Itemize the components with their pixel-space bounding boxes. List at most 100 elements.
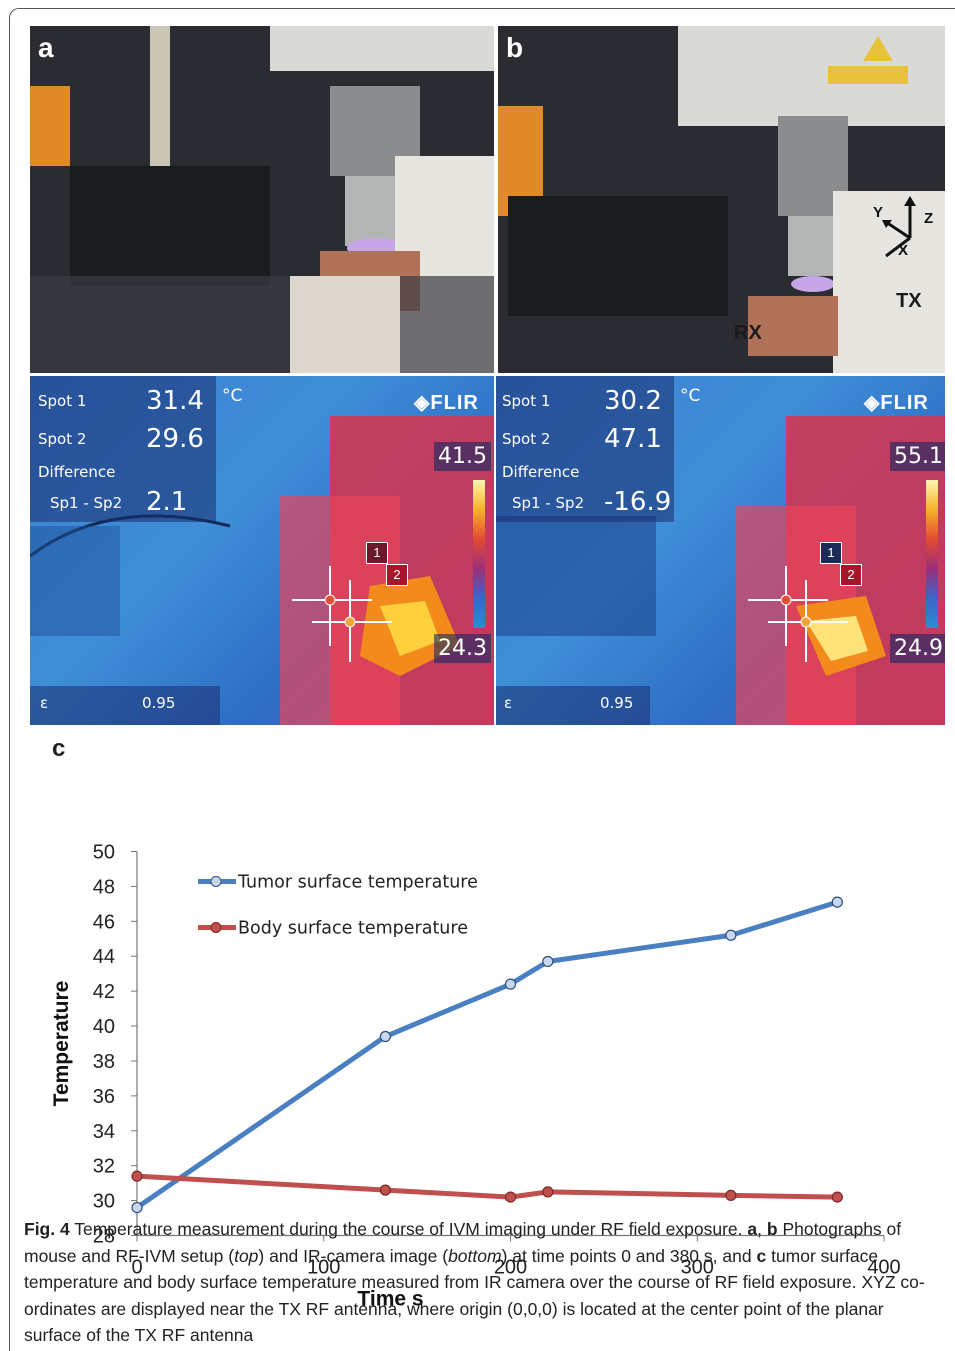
ir-b-scale-max: 55.1 xyxy=(890,442,945,471)
data-point xyxy=(725,1189,737,1201)
ir-b-epsilon: ε xyxy=(504,694,513,712)
caption-top: top xyxy=(234,1245,259,1266)
caption-b: b xyxy=(766,1219,778,1239)
ir-a-color-scale xyxy=(473,480,485,628)
y-tick-label: 50 xyxy=(93,842,115,864)
caption-a: a xyxy=(747,1219,758,1239)
ir-a-flir-logo: ◈FLIR xyxy=(414,392,479,414)
y-tick-label: 36 xyxy=(93,1086,115,1108)
x-axis-label: Time s xyxy=(357,1288,423,1311)
ir-b-color-scale xyxy=(926,480,938,628)
ir-b-spot1-label: Spot 1 xyxy=(502,392,551,410)
ir-b-marker-2: 2 xyxy=(840,564,862,586)
y-tick-label: 38 xyxy=(93,1051,115,1073)
y-axis-label: Temperature xyxy=(50,981,73,1107)
temperature-line-chart: 28 30 32 34 36 38 40 42 44 46 48 50 0 100 200 300 400 Tim… xyxy=(50,842,901,1311)
photo-panel-a: a xyxy=(30,26,494,373)
axis-x-label: X xyxy=(898,242,909,259)
ir-a-crosshair-icon xyxy=(292,566,392,662)
panel-label-c: c xyxy=(52,735,66,762)
ir-a-marker-1: 1 xyxy=(366,542,388,564)
y-tick-label: 30 xyxy=(93,1191,115,1213)
ir-b-brand: FLIR xyxy=(880,392,929,414)
legend-entry: Body surface temperature xyxy=(238,919,468,939)
ir-b-sp-label: Sp1 - Sp2 xyxy=(512,494,585,512)
ir-a-spot1-label: Spot 1 xyxy=(38,392,87,410)
ir-panel-a: Spot 1 31.4 °C Spot 2 29.6 Difference Sp… xyxy=(30,376,494,725)
ir-panel-b: Spot 1 30.2 °C Spot 2 47.1 Difference Sp… xyxy=(496,376,945,725)
axis-z-label: Z xyxy=(924,210,934,227)
figure-caption: Fig. 4 Temperature measurement during th… xyxy=(24,1216,934,1349)
ir-a-marker-2: 2 xyxy=(386,564,408,586)
ir-a-epsilon: ε xyxy=(40,694,49,712)
ir-a-spot1-value: 31.4 xyxy=(146,386,204,416)
photo-panel-b: b RX TX Y Z X xyxy=(498,26,945,373)
tx-label: TX xyxy=(896,290,922,312)
data-point xyxy=(542,955,554,968)
ir-a-thermal xyxy=(30,416,494,725)
ir-b-spot1-value: 30.2 xyxy=(604,386,662,416)
panel-label-b: b xyxy=(506,32,524,63)
y-tick-label: 42 xyxy=(93,981,115,1003)
caption-text-5: tumor surface temperature and body surfa… xyxy=(24,1245,925,1346)
ir-b-sp-value: -16.9 xyxy=(604,487,672,517)
ir-b-spot2-label: Spot 2 xyxy=(502,430,551,448)
series-line-tumor xyxy=(135,899,839,1210)
ir-a-readout-box xyxy=(30,376,216,522)
y-tick-label: 48 xyxy=(93,876,115,898)
x-tick-label: 100 xyxy=(307,1257,340,1279)
data-point xyxy=(831,1191,843,1203)
rx-label: RX xyxy=(734,322,762,344)
caption-c: c xyxy=(756,1245,767,1266)
y-tick-label: 28 xyxy=(93,1226,115,1248)
data-point xyxy=(831,896,843,908)
caption-text-3: ) and IR-camera image ( xyxy=(258,1245,449,1266)
y-tick-label: 40 xyxy=(93,1016,115,1038)
caption-text-1: Temperature measurement during the cours… xyxy=(74,1219,743,1239)
y-tick-label: 34 xyxy=(93,1121,115,1143)
xyz-axes-icon xyxy=(882,196,916,258)
x-tick-label: 400 xyxy=(867,1257,900,1279)
y-tick-label: 32 xyxy=(93,1156,115,1178)
data-point xyxy=(725,929,737,941)
ir-b-scale-min: 24.9 xyxy=(890,634,945,663)
ir-b-readout-box xyxy=(496,376,674,522)
data-point xyxy=(542,1186,554,1198)
photo-a-illustration xyxy=(30,26,494,373)
y-tick-label: 46 xyxy=(93,911,115,933)
caption-sep: , xyxy=(757,1219,762,1239)
figure-frame xyxy=(9,8,955,1351)
ir-a-sp-label: Sp1 - Sp2 xyxy=(50,494,123,512)
data-point xyxy=(131,1170,143,1182)
data-point xyxy=(504,1191,517,1203)
data-point xyxy=(379,1184,391,1196)
ir-a-spot2-label: Spot 2 xyxy=(38,430,87,448)
ir-a-scale-max: 41.5 xyxy=(434,442,491,471)
legend-swatch-marker xyxy=(210,876,222,887)
data-point xyxy=(131,1201,143,1214)
caption-fig-label: Fig. 4 xyxy=(24,1219,70,1239)
x-tick-label: 300 xyxy=(681,1257,714,1279)
ir-b-unit: °C xyxy=(680,386,701,406)
ir-a-emissivity: 0.95 xyxy=(142,694,176,712)
ir-a-unit: °C xyxy=(222,386,243,406)
axis-y-label: Y xyxy=(873,204,884,221)
ir-b-flir-logo: ◈FLIR xyxy=(864,392,929,414)
ir-b-emissivity-box xyxy=(496,686,650,725)
ir-b-spot2-value: 47.1 xyxy=(604,424,662,454)
series-line-body xyxy=(136,1173,838,1200)
caption-text-4: ) at time points 0 and 380 s, and xyxy=(501,1245,752,1266)
x-tick-label: 0 xyxy=(131,1257,142,1279)
ir-b-thermal xyxy=(496,416,945,725)
caption-bottom: bottom xyxy=(448,1245,502,1266)
data-point xyxy=(504,978,517,990)
caption-text-2: Photographs of mouse and RF-IVM setup ( xyxy=(24,1219,902,1266)
legend-entry: Tumor surface temperature xyxy=(237,873,478,893)
x-tick-label: 200 xyxy=(494,1257,527,1279)
ir-a-scale-min: 24.3 xyxy=(434,634,491,663)
data-point xyxy=(379,1030,391,1043)
ir-a-emissivity-box xyxy=(30,686,220,725)
ir-a-sp-value: 2.1 xyxy=(146,487,188,517)
legend-swatch-marker xyxy=(210,922,222,933)
ir-b-crosshair-icon xyxy=(748,566,848,662)
